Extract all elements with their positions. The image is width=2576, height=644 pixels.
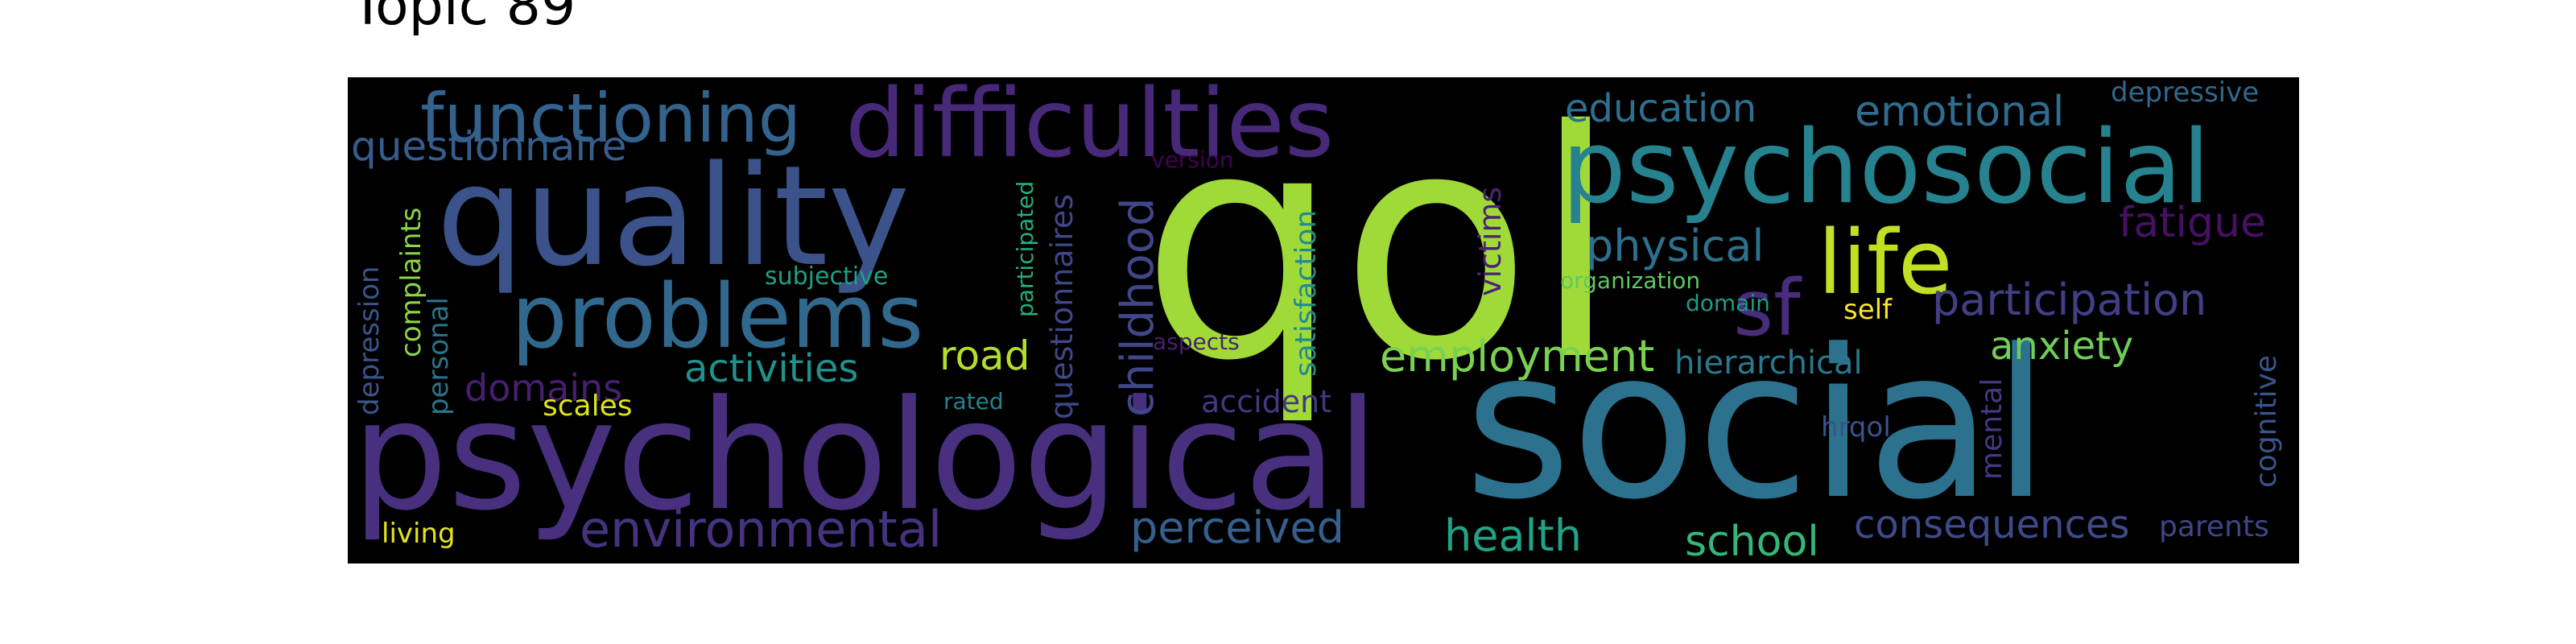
- word-health: health: [1444, 510, 1582, 561]
- word-aspects: aspects: [1153, 328, 1240, 355]
- word-version: version: [1151, 147, 1234, 173]
- word-psychosocial: psychosocial: [1562, 108, 2211, 226]
- word-sf: sf: [1733, 263, 1802, 353]
- word-self: self: [1843, 294, 1893, 326]
- word-environmental: environmental: [580, 500, 942, 559]
- word-consequences: consequences: [1854, 502, 2130, 547]
- word-activities: activities: [684, 346, 858, 391]
- word-depression: depression: [353, 266, 386, 415]
- word-hrqol: hrqol: [1821, 411, 1891, 444]
- word-subjective: subjective: [765, 262, 888, 291]
- word-perceived: perceived: [1130, 502, 1344, 553]
- word-childhood: childhood: [1112, 197, 1164, 417]
- word-questionnaires: questionnaires: [1044, 194, 1080, 419]
- word-qol: qol: [1141, 77, 1620, 429]
- word-depressive: depressive: [2111, 77, 2259, 109]
- word-organization: organization: [1560, 267, 1700, 294]
- word-participation: participation: [1932, 275, 2207, 325]
- figure-title: Topic 89: [351, 0, 576, 38]
- word-victims: victims: [1472, 187, 1508, 296]
- word-satisfaction: satisfaction: [1290, 210, 1323, 377]
- word-hierarchical: hierarchical: [1674, 345, 1863, 382]
- word-physical: physical: [1586, 221, 1764, 271]
- word-cloud: qol social psychological quality psychosocia…: [348, 77, 2299, 564]
- word-road: road: [939, 332, 1030, 379]
- word-living: living: [382, 518, 456, 550]
- word-personal: personal: [423, 297, 455, 415]
- word-life: life: [1818, 211, 1953, 314]
- word-mental: mental: [1975, 378, 2008, 480]
- word-rated: rated: [943, 388, 1004, 415]
- word-quality: quality: [436, 135, 910, 297]
- word-school: school: [1685, 518, 1819, 564]
- word-questionnaire: questionnaire: [351, 123, 626, 170]
- word-cloud-background: [348, 77, 2299, 564]
- word-difficulties: difficulties: [845, 77, 1334, 179]
- word-anxiety: anxiety: [1990, 324, 2133, 369]
- word-participated: participated: [1012, 181, 1038, 317]
- word-problems: problems: [511, 265, 923, 368]
- word-parents: parents: [2159, 510, 2269, 543]
- word-employment: employment: [1380, 331, 1654, 382]
- word-psychological: psychological: [352, 368, 1379, 544]
- word-functioning: functioning: [420, 79, 801, 158]
- word-complaints: complaints: [395, 207, 427, 357]
- word-accident: accident: [1201, 384, 1331, 419]
- word-education: education: [1565, 86, 1757, 131]
- word-fatigue: fatigue: [2119, 199, 2266, 247]
- word-scales: scales: [543, 390, 633, 423]
- word-cognitive: cognitive: [2250, 355, 2283, 488]
- word-social: social: [1464, 306, 2050, 545]
- word-domains: domains: [464, 366, 622, 410]
- word-domain: domain: [1686, 290, 1770, 316]
- word-emotional: emotional: [1855, 88, 2064, 136]
